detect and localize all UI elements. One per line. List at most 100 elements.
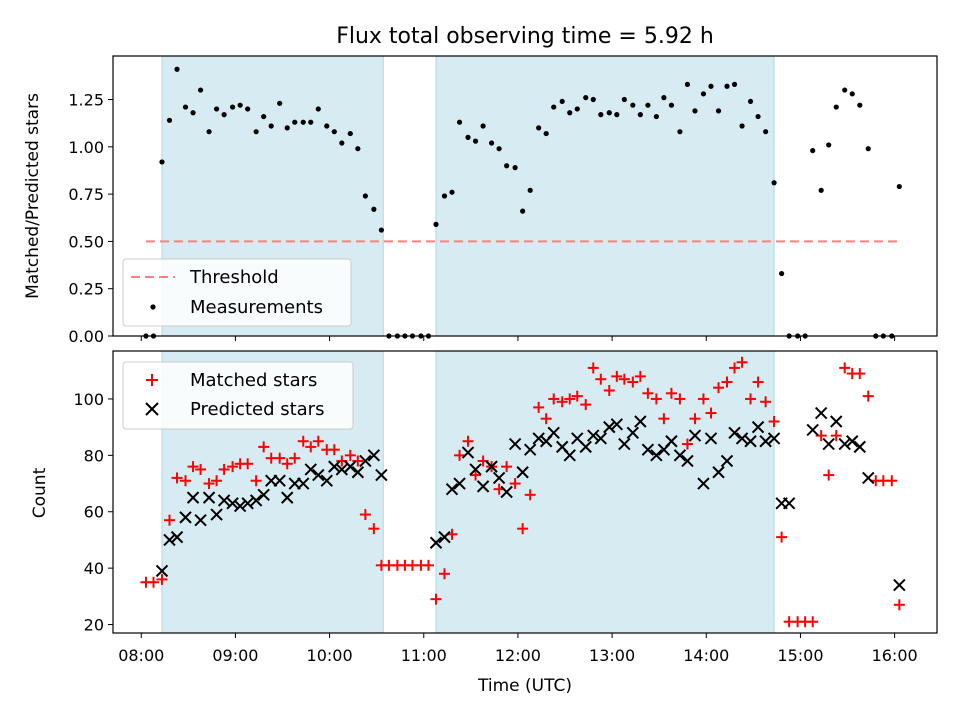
matched-star-point [533,401,545,413]
predicted-star-point [650,449,663,462]
measurement-point [504,163,510,169]
predicted-star-point [469,463,482,476]
matched-star-point [627,376,639,388]
matched-star-point [642,387,654,399]
matched-star-point [830,430,842,442]
measurement-point [182,104,189,110]
measurement-point [739,123,745,129]
matched-star-point [274,452,286,464]
matched-star-point [289,452,301,464]
matched-star-point [893,599,905,611]
predicted-star-point [767,432,781,445]
matched-star-point [674,393,686,405]
predicted-star-point [328,460,341,473]
matched-star-point [312,435,324,447]
matched-star-point [658,413,670,425]
matched-star-point [328,444,340,456]
matched-star-point [344,449,356,461]
predicted-star-point [704,432,718,445]
measurement-point [378,227,384,233]
y-tick-label: 0.50 [68,232,104,251]
bottom-y-axis-label: Count [30,467,50,518]
y-tick-label: 1.25 [68,91,104,110]
predicted-star-point [500,485,513,499]
predicted-star-point [626,426,640,439]
measurement-point [229,104,236,110]
measurement-point [583,95,589,101]
legend-predicted-swatch [145,402,159,416]
matched-star-point [729,362,741,374]
measurement-point [355,146,361,152]
matched-star-point [368,523,380,535]
predicted-star-point [893,578,906,592]
measurement-point [849,91,855,97]
matched-star-point [203,478,215,490]
predicted-star-point [587,429,600,442]
y-tick-label: 80 [84,446,104,465]
matched-star-point [611,370,623,382]
matched-star-point [430,593,442,605]
predicted-star-point [485,460,498,473]
matched-star-point [540,413,552,425]
measurement-point [606,110,612,116]
measurement-point [527,187,533,193]
legend-threshold-label: Threshold [189,267,279,288]
matched-star-point [854,368,866,380]
matched-star-point [454,449,466,461]
measurement-point [206,129,212,135]
matched-star-point [548,393,560,405]
measurement-point [865,146,871,152]
matched-star-point [524,489,536,501]
predicted-star-point [476,480,490,493]
predicted-star-point [720,454,734,468]
predicted-star-point [438,530,451,544]
measurement-point [449,189,455,195]
measurement-point [347,130,353,137]
y-tick-label: 20 [84,616,104,635]
predicted-star-point [744,435,757,448]
matched-star-point [776,531,788,543]
measurement-point [715,108,722,114]
measurement-point [677,129,683,135]
predicted-star-point [281,491,294,504]
matched-star-point [745,393,757,405]
measurement-point [637,112,643,118]
y-tick-label: 40 [84,559,104,578]
x-tick-label: 10:00 [307,646,353,665]
predicted-star-point [359,454,372,468]
measurement-point [653,113,659,120]
predicted-star-point [186,491,200,504]
measurement-point [268,123,274,129]
measurement-point [574,106,580,112]
predicted-star-point [367,449,381,462]
matched-star-point [760,396,772,408]
predicted-star-point [853,440,866,454]
legend-matched-label: Matched stars [190,370,317,391]
matched-star-point [595,373,607,385]
measurement-point [284,125,290,131]
predicted-star-point [563,449,576,462]
x-tick-label: 15:00 [777,646,823,665]
measurement-point [441,193,448,199]
matched-star-point [752,376,764,388]
measurement-point [818,187,824,193]
top-y-axis-label: Matched/Predicted stars [23,93,43,299]
predicted-star-point [304,463,317,476]
matched-star-point [886,475,898,487]
predicted-star-point [257,488,270,502]
predicted-star-point [641,443,655,456]
measurement-point [277,100,283,106]
measurement-point [174,66,180,72]
legend-predicted-label: Predicted stars [190,399,324,420]
predicted-star-point [547,426,560,439]
bottom-legend-box [122,361,354,430]
predicted-star-point [806,423,819,437]
predicted-star-point [681,454,694,468]
measurement-point [253,129,259,135]
measurement-point [433,221,439,227]
predicted-star-point [194,513,207,527]
x-tick-label: 16:00 [872,646,918,665]
matched-star-point [462,435,474,447]
predicted-star-point [665,435,678,448]
matched-star-point [211,475,223,487]
